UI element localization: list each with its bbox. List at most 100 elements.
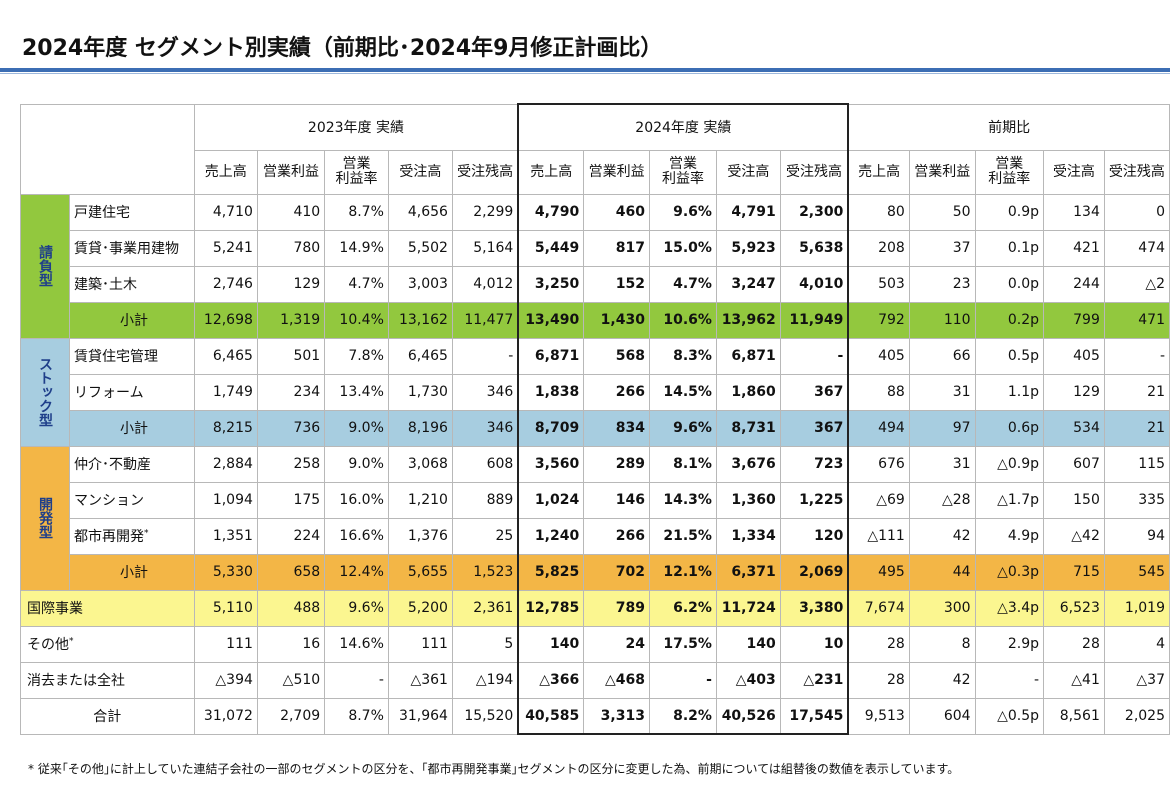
row-label-text: 戸建住宅 — [74, 205, 130, 221]
col-header-prev-1: 営業利益 — [256, 149, 326, 195]
cell-prev-4: 5,164 — [451, 229, 519, 267]
cell-prev-3: 1,376 — [387, 517, 453, 555]
cell-diff-1: 37 — [908, 229, 976, 267]
row-label-text: リフォーム — [74, 385, 144, 401]
cell-diff-2: △0.5p — [974, 697, 1045, 735]
row-label-text: 消去または全社 — [27, 673, 125, 689]
cell-prev-4: 1,523 — [451, 553, 519, 591]
cell-prev-0: 1,094 — [193, 481, 258, 519]
cell-prev-0: 5,330 — [193, 553, 258, 591]
cell-diff-3: △41 — [1043, 661, 1105, 699]
row-label-text: 仲介･不動産 — [74, 457, 151, 473]
cell-prev-4: 11,477 — [451, 301, 519, 339]
cell-prev-3: 3,068 — [387, 445, 453, 483]
cell-prev-3: 4,656 — [387, 193, 453, 231]
cell-curr-0: 13,490 — [517, 301, 585, 339]
table-row: 建築･土木 2,746 129 4.7% 3,003 4,012 3,250 152 4.7% 3… — [21, 265, 1170, 303]
cell-diff-1: 300 — [908, 589, 976, 627]
table-row: 請負型 戸建住宅 4,710 410 8.7% 4,656 2,299 4,790 460 9.6… — [20, 193, 1170, 339]
cell-curr-3: 40,526 — [715, 697, 781, 735]
row-label: マンション — [69, 481, 195, 519]
cell-diff-2: 0.1p — [974, 229, 1045, 267]
row-label: その他* — [20, 625, 195, 663]
row-label-text: 賃貸･事業用建物 — [74, 241, 179, 257]
cell-prev-3: 31,964 — [387, 697, 453, 735]
cell-diff-3: 28 — [1043, 625, 1105, 663]
cell-prev-0: △394 — [193, 661, 258, 699]
group-header-diff: 前期比 — [847, 103, 1170, 151]
cell-diff-3: 534 — [1043, 409, 1105, 447]
cell-curr-4: 10 — [779, 625, 850, 663]
cell-curr-3: 6,371 — [715, 553, 781, 591]
cell-prev-0: 2,746 — [193, 265, 258, 303]
cell-curr-2: 14.5% — [648, 373, 717, 411]
cell-curr-1: 702 — [583, 553, 650, 591]
cell-prev-2: 8.7% — [324, 193, 389, 231]
cell-prev-2: 9.0% — [324, 409, 389, 447]
table-row: 消去または全社 △394 △510- △361 △194 △366 △468- △403 △23… — [20, 661, 1170, 699]
cell-prev-1: △510 — [256, 661, 326, 699]
cell-diff-2: 0.5p — [974, 337, 1045, 375]
col-header-diff-3: 受注高 — [1043, 149, 1105, 195]
cell-diff-0: 676 — [847, 445, 910, 483]
cell-curr-0: 40,585 — [517, 697, 585, 735]
title-underline — [0, 68, 1170, 72]
cell-curr-0: 1,024 — [517, 481, 585, 519]
cell-curr-4: 4,010 — [779, 265, 850, 303]
row-label: 小計 — [69, 409, 195, 447]
cell-curr-1: 266 — [583, 373, 650, 411]
row-label-text: 小計 — [120, 313, 148, 329]
cell-prev-1: 736 — [256, 409, 326, 447]
cell-prev-2: 9.6% — [324, 589, 389, 627]
col-header-prev-0: 売上高 — [193, 149, 258, 195]
cell-prev-1: 501 — [256, 337, 326, 375]
cell-curr-4: 2,069 — [779, 553, 850, 591]
cell-diff-4: △2 — [1103, 265, 1170, 303]
cell-prev-3: 5,655 — [387, 553, 453, 591]
col-header-curr-3: 受注高 — [715, 149, 781, 195]
col-header-prev-4: 受注残高 — [451, 149, 519, 195]
cell-prev-0: 1,351 — [193, 517, 258, 555]
cell-curr-2: 4.7% — [648, 265, 717, 303]
cell-diff-2: 0.0p — [974, 265, 1045, 303]
cell-curr-3: 11,724 — [715, 589, 781, 627]
cell-diff-4: 545 — [1103, 553, 1170, 591]
footnote: * 従来｢その他｣に計上していた連結子会社の一部のセグメントの区分を、｢都市再開… — [28, 762, 960, 776]
cell-diff-3: 607 — [1043, 445, 1105, 483]
cell-curr-0: 8,709 — [517, 409, 585, 447]
col-header-diff-1: 営業利益 — [908, 149, 976, 195]
cell-diff-0: △111 — [847, 517, 910, 555]
footnote-mark: * — [69, 636, 74, 647]
cell-curr-1: 789 — [583, 589, 650, 627]
cell-diff-0: 405 — [847, 337, 910, 375]
cell-diff-4: 21 — [1103, 373, 1170, 411]
cell-curr-1: 817 — [583, 229, 650, 267]
cell-diff-2: 1.1p — [974, 373, 1045, 411]
cell-diff-4: - — [1103, 337, 1170, 375]
cell-prev-4: 346 — [451, 373, 519, 411]
cell-diff-0: 208 — [847, 229, 910, 267]
cell-diff-0: 503 — [847, 265, 910, 303]
cell-diff-3: 134 — [1043, 193, 1105, 231]
cell-prev-2: 8.7% — [324, 697, 389, 735]
cell-curr-0: 5,825 — [517, 553, 585, 591]
cell-diff-0: 88 — [847, 373, 910, 411]
cell-prev-2: 9.0% — [324, 445, 389, 483]
cell-diff-0: 495 — [847, 553, 910, 591]
cell-prev-4: 15,520 — [451, 697, 519, 735]
cell-diff-2: 0.6p — [974, 409, 1045, 447]
cell-diff-2: 0.2p — [974, 301, 1045, 339]
cell-prev-1: 410 — [256, 193, 326, 231]
cell-prev-4: 346 — [451, 409, 519, 447]
table-row: 賃貸･事業用建物 5,241 780 14.9% 5,502 5,164 5,449 817 1… — [21, 229, 1170, 267]
cell-prev-3: 8,196 — [387, 409, 453, 447]
title-underline-thin — [0, 73, 1170, 74]
cell-curr-1: 1,430 — [583, 301, 650, 339]
row-label: 賃貸･事業用建物 — [69, 229, 195, 267]
row-label: 建築･土木 — [69, 265, 195, 303]
cell-prev-0: 6,465 — [193, 337, 258, 375]
category-dev: 開発型 — [20, 445, 70, 591]
cell-diff-1: 8 — [908, 625, 976, 663]
cell-diff-4: 474 — [1103, 229, 1170, 267]
cell-prev-1: 224 — [256, 517, 326, 555]
